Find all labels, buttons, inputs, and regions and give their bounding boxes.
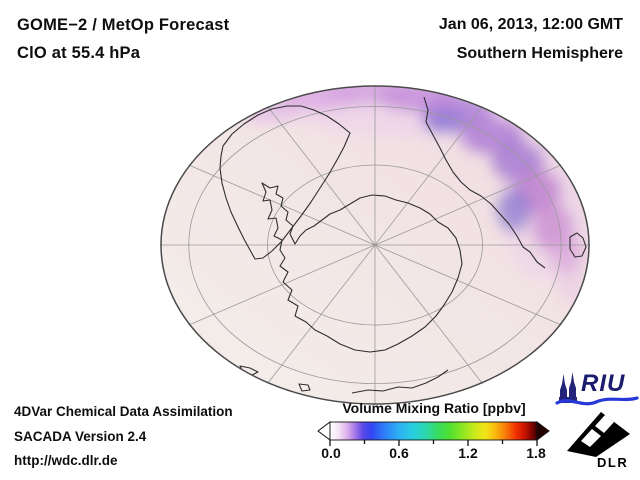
riu-logo-text: RIU	[581, 370, 626, 397]
colorbar-tick-label: 0.6	[389, 445, 409, 461]
colorbar	[317, 421, 550, 446]
graticule	[160, 85, 590, 405]
title-region: Southern Hemisphere	[456, 45, 623, 62]
africa-coastline	[423, 96, 546, 269]
footer-assimilation: 4DVar Chemical Data Assimilation	[14, 404, 233, 419]
dlr-mark-icon	[567, 412, 630, 457]
title-species: ClO at 55.4 hPa	[17, 44, 141, 62]
title-datetime: Jan 06, 2013, 12:00 GMT	[438, 16, 623, 33]
footer-url: http://wdc.dlr.de	[14, 453, 118, 468]
dlr-logo	[567, 412, 630, 457]
south-america-coastline	[219, 105, 351, 260]
colorbar-left-arrow-icon	[317, 421, 331, 441]
colorbar-tick-label: 1.2	[458, 445, 478, 461]
colorbar-gradient-bar	[329, 421, 538, 441]
colorbar-title: Volume Mixing Ratio [ppbv]	[342, 400, 526, 416]
footer-version: SACADA Version 2.4	[14, 429, 147, 444]
colorbar-ticks	[329, 440, 538, 446]
riu-logo	[555, 372, 639, 406]
dlr-logo-text: DLR	[597, 455, 629, 470]
island-coastline	[298, 383, 311, 392]
colorbar-right-arrow-icon	[536, 421, 550, 441]
coastlines	[219, 96, 587, 394]
colorbar-tick-label: 1.8	[526, 445, 546, 461]
madagascar-coastline	[569, 232, 587, 258]
antarctica-coastline	[261, 182, 463, 353]
colorbar-tick-label: 0.0	[321, 445, 341, 461]
riu-wave-icon	[555, 396, 639, 406]
globe-limb	[160, 85, 590, 405]
riu-cathedral-icon	[559, 372, 577, 403]
title-product: GOME−2 / MetOp Forecast	[17, 16, 230, 34]
clo-field-band	[238, 86, 589, 305]
australia-coastline	[351, 369, 449, 394]
